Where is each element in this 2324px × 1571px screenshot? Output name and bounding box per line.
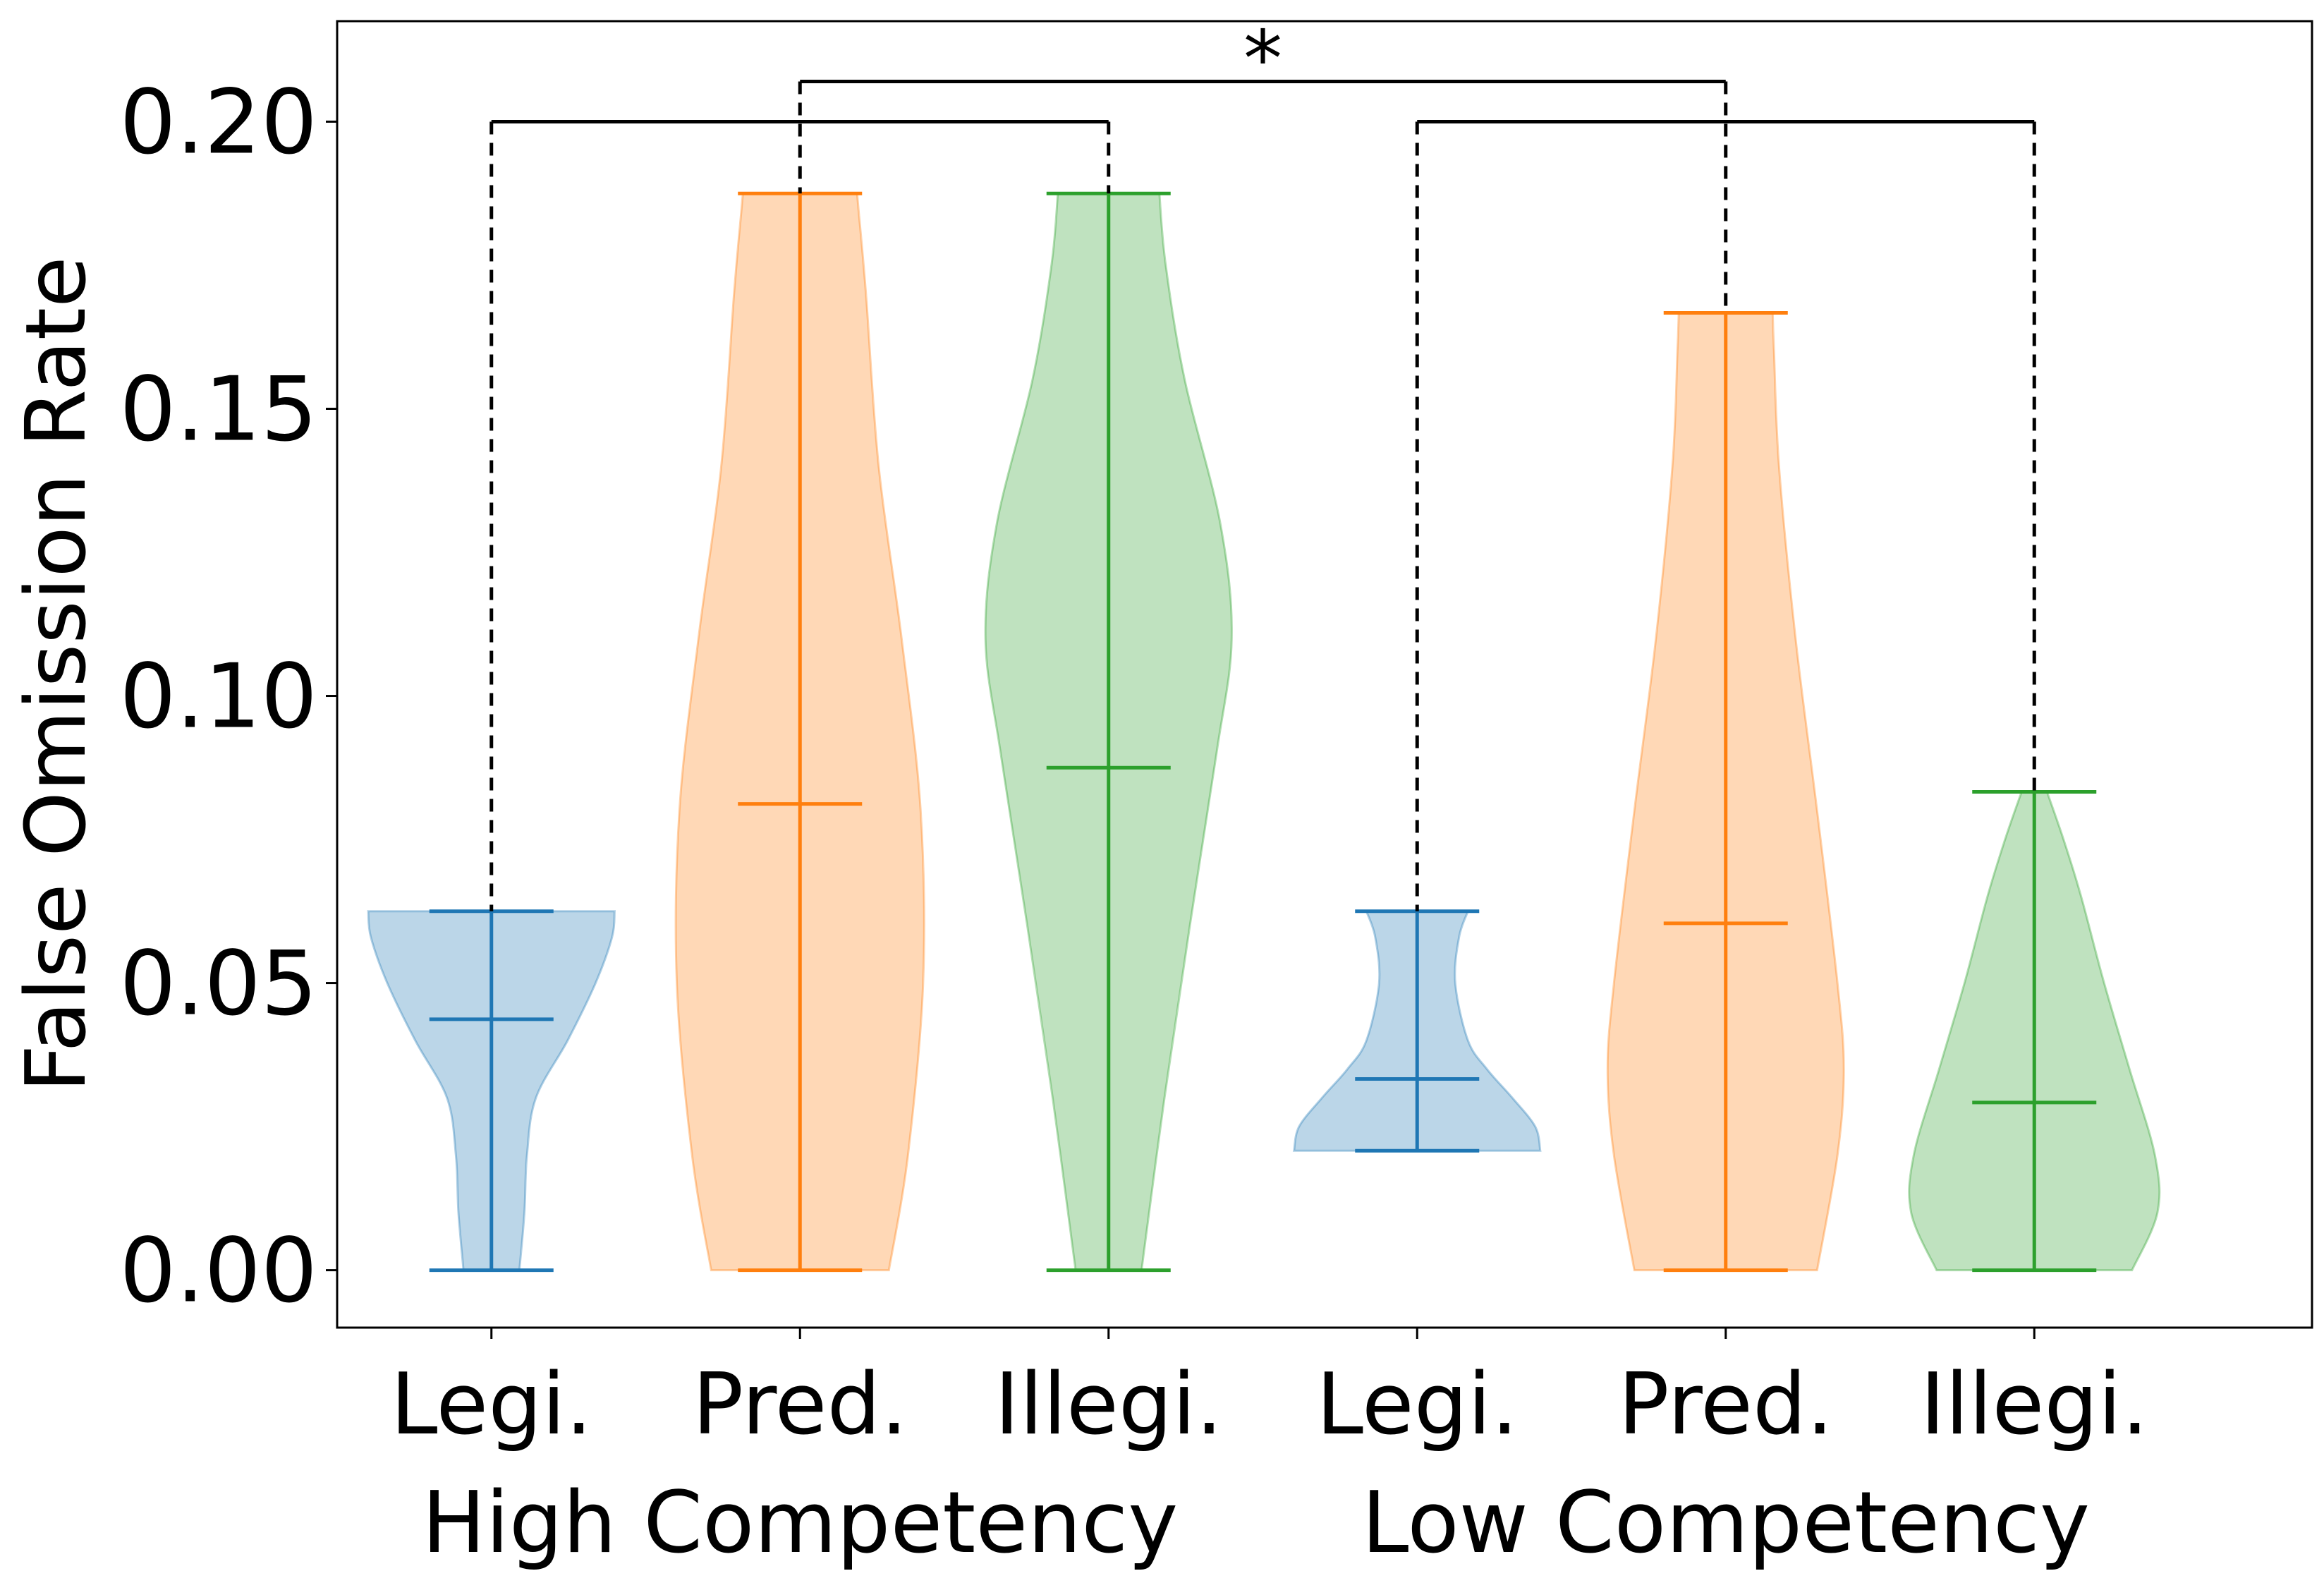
significance-label: * — [1243, 13, 1282, 104]
group-label-1: High Competency — [422, 1474, 1178, 1571]
x-tick-label: Illegi. — [994, 1356, 1223, 1454]
group-label-2: Low Competency — [1362, 1474, 2090, 1571]
violins-layer — [367, 191, 2161, 1273]
y-tick-label: 0.05 — [119, 932, 317, 1036]
x-tick-label: Legi. — [391, 1356, 592, 1454]
x-tick-label: Pred. — [1618, 1356, 1833, 1454]
plot-frame — [336, 20, 2313, 1329]
x-tick-label: Illegi. — [1920, 1356, 2148, 1454]
y-tick-label: 0.10 — [119, 645, 317, 748]
x-tick-label: Legi. — [1316, 1356, 1518, 1454]
significance-layer: * — [489, 13, 2036, 911]
y-tick-label: 0.15 — [119, 357, 317, 461]
axes-layer — [326, 20, 2313, 1339]
x-tick-label: Pred. — [693, 1356, 908, 1454]
labels-layer: 0.00 0.05 0.10 0.15 0.20 Legi. Pred. Illegi. Leg… — [7, 70, 2148, 1571]
y-axis-title: False Omission Rate — [7, 256, 104, 1092]
y-tick-label: 0.20 — [119, 70, 317, 174]
y-tick-label: 0.00 — [119, 1219, 317, 1323]
